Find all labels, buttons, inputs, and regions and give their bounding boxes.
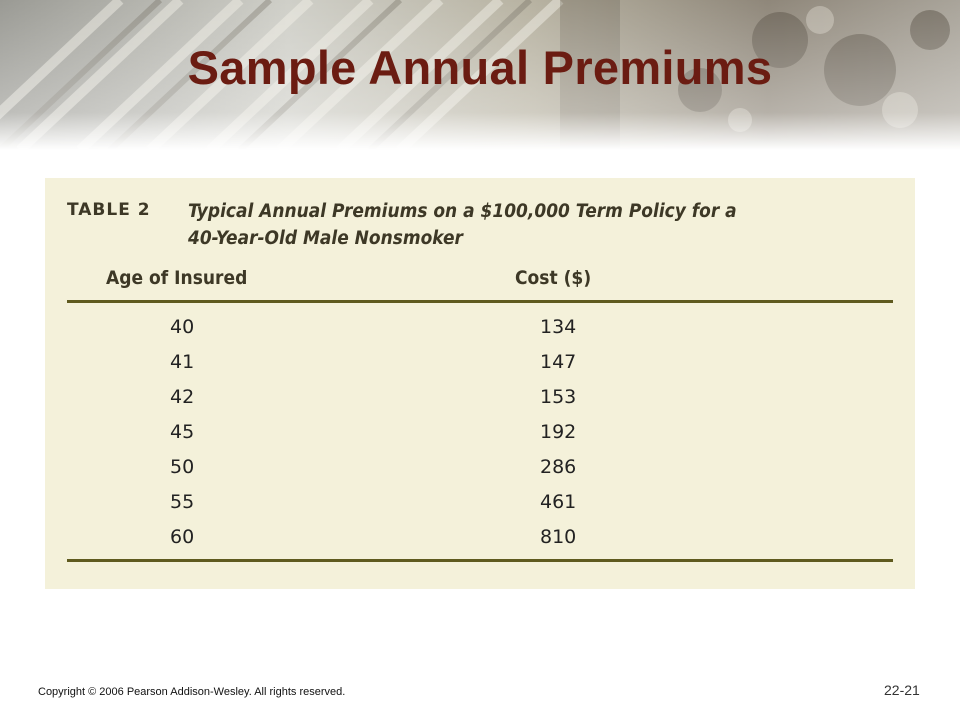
table-top-rule: [67, 300, 893, 303]
table-caption: Typical Annual Premiums on a $100,000 Te…: [188, 198, 777, 252]
slide-number: 22-21: [884, 682, 920, 698]
table-row: 60 810: [45, 526, 915, 561]
table-row: 50 286: [45, 456, 915, 491]
table-row: 55 461: [45, 491, 915, 526]
cell-cost: 147: [540, 351, 577, 373]
cell-age: 55: [170, 491, 195, 513]
table-row: 42 153: [45, 386, 915, 421]
table-caption-line-1: Typical Annual Premiums on a $100,000 Te…: [188, 201, 737, 222]
table-row: 45 192: [45, 421, 915, 456]
table-label: TABLE 2: [67, 200, 151, 220]
slide-title: Sample Annual Premiums: [187, 41, 773, 94]
cell-age: 50: [170, 456, 195, 478]
table-panel: TABLE 2 Typical Annual Premiums on a $10…: [45, 178, 915, 589]
cell-cost: 810: [540, 526, 577, 548]
table-bottom-rule: [67, 559, 893, 562]
cell-age: 40: [170, 316, 195, 338]
cell-cost: 192: [540, 421, 577, 443]
header-banner-image: [0, 0, 960, 150]
cell-age: 60: [170, 526, 195, 548]
cell-cost: 153: [540, 386, 577, 408]
table-body: 40 134 41 147 42 153 45 192 50 286 55 46…: [45, 316, 915, 561]
cell-age: 42: [170, 386, 195, 408]
cell-cost: 286: [540, 456, 577, 478]
cell-cost: 134: [540, 316, 577, 338]
copyright-notice: Copyright © 2006 Pearson Addison-Wesley.…: [38, 686, 346, 698]
cell-cost: 461: [540, 491, 577, 513]
table-row: 40 134: [45, 316, 915, 351]
column-header-cost: Cost ($): [515, 267, 592, 289]
table-caption-line-2: 40-Year-Old Male Nonsmoker: [188, 228, 463, 249]
cell-age: 45: [170, 421, 195, 443]
column-header-age: Age of Insured: [106, 267, 248, 289]
cell-age: 41: [170, 351, 195, 373]
table-row: 41 147: [45, 351, 915, 386]
